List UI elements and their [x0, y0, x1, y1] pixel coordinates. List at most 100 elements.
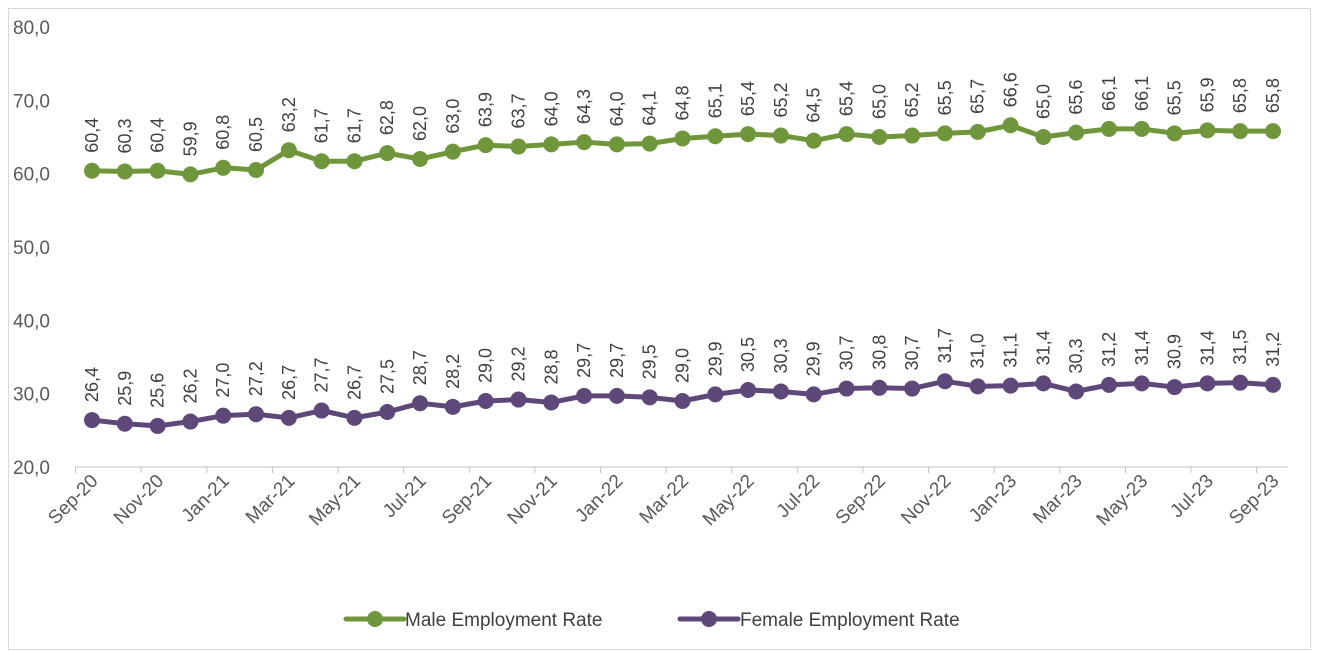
data-label: 30,8 — [869, 335, 889, 370]
x-tick-label: Sep-23 — [1225, 471, 1283, 529]
data-point — [1002, 117, 1019, 134]
data-point — [674, 393, 691, 409]
y-axis: 20,0 30,0 40,0 50,0 60,0 70,0 80,0 — [13, 18, 50, 479]
y-tick-label: 30,0 — [13, 385, 50, 406]
data-point — [772, 127, 789, 144]
data-label: 60,8 — [213, 115, 233, 150]
data-point — [674, 130, 691, 147]
data-label: 62,0 — [410, 106, 430, 141]
data-label: 64,3 — [574, 89, 594, 124]
data-point — [805, 386, 822, 403]
data-label: 30,3 — [771, 338, 791, 373]
data-label: 26,2 — [180, 368, 200, 403]
data-point — [772, 383, 789, 400]
data-label: 29,2 — [508, 346, 528, 381]
data-point — [969, 123, 986, 140]
data-label: 30,7 — [837, 335, 857, 370]
data-label: 65,2 — [771, 82, 791, 117]
data-label: 31,4 — [1033, 330, 1053, 365]
data-label: 65,0 — [1033, 84, 1053, 119]
data-point — [1265, 376, 1281, 393]
data-point — [576, 134, 593, 151]
y-tick-label: 80,0 — [13, 18, 50, 39]
data-label: 64,0 — [607, 91, 627, 126]
data-label: 65,2 — [902, 82, 922, 117]
data-label: 61,7 — [312, 108, 332, 143]
legend-swatch-marker — [367, 611, 383, 627]
x-axis: Sep-20 Nov-20 Jan-21 Mar-21 May-21 Jul-21 Sep-… — [44, 466, 1288, 531]
data-point — [215, 407, 232, 424]
data-label: 60,4 — [82, 118, 102, 153]
data-point — [1199, 375, 1216, 392]
data-point — [838, 126, 855, 143]
data-label: 29,0 — [476, 348, 496, 383]
data-label: 31,1 — [1001, 333, 1021, 368]
data-labels: 60,4 60,3 60,4 59,9 60,8 60,5 63,2 61,7 61,7 62,8… — [82, 72, 1283, 408]
x-tick-label: May-21 — [305, 471, 365, 531]
data-label: 29,7 — [574, 343, 594, 378]
data-label: 29,7 — [607, 343, 627, 378]
data-point — [248, 162, 265, 178]
data-point — [871, 129, 888, 145]
x-tick-label: Jan-22 — [571, 471, 627, 527]
data-point — [740, 126, 757, 143]
data-point — [510, 391, 527, 408]
data-label: 30,3 — [1066, 338, 1086, 373]
data-label: 65,5 — [1165, 80, 1185, 115]
x-tick-label: Nov-20 — [110, 471, 168, 529]
data-label: 28,8 — [541, 349, 561, 384]
data-point — [805, 132, 822, 149]
data-point — [412, 151, 429, 167]
data-point — [1100, 376, 1117, 393]
data-point — [1166, 379, 1183, 396]
data-point — [280, 142, 297, 159]
data-point — [969, 378, 986, 395]
data-point — [84, 162, 100, 179]
data-label: 60,5 — [246, 117, 266, 152]
x-tick-label: Jan-23 — [965, 471, 1021, 527]
data-label: 64,8 — [673, 85, 693, 120]
data-label: 65,7 — [968, 79, 988, 114]
data-point — [412, 395, 429, 412]
data-label: 63,7 — [508, 93, 528, 128]
legend-label: Female Employment Rate — [740, 610, 960, 631]
data-label: 65,8 — [1230, 78, 1250, 113]
data-label: 59,9 — [180, 121, 200, 156]
data-label: 31,7 — [935, 328, 955, 363]
data-point — [543, 394, 560, 411]
x-tick-label: Jan-21 — [178, 471, 234, 527]
data-point — [740, 382, 757, 398]
data-point — [477, 137, 494, 154]
data-label: 31,4 — [1132, 330, 1152, 365]
data-label: 26,7 — [344, 365, 364, 400]
data-label: 60,4 — [148, 118, 168, 153]
data-label: 63,2 — [279, 97, 299, 132]
data-point — [641, 135, 658, 152]
data-point — [838, 380, 855, 397]
data-label: 65,1 — [705, 83, 725, 118]
data-label: 66,6 — [1001, 72, 1021, 107]
data-point — [1002, 377, 1019, 394]
data-point — [510, 138, 527, 155]
data-label: 29,5 — [640, 344, 660, 379]
data-label: 27,0 — [213, 363, 233, 398]
data-label: 65,9 — [1197, 77, 1217, 112]
data-label: 63,0 — [443, 99, 463, 134]
data-point — [313, 402, 330, 419]
data-point — [379, 145, 396, 162]
data-point — [576, 387, 593, 404]
data-point — [1232, 374, 1249, 391]
data-label: 64,1 — [640, 91, 660, 126]
x-tick-label: Sep-21 — [438, 471, 496, 529]
x-tick-label: May-22 — [699, 471, 759, 531]
x-tick-label: Jul-23 — [1166, 471, 1217, 522]
data-label: 65,4 — [738, 81, 758, 116]
data-label: 28,7 — [410, 350, 430, 385]
data-point — [707, 128, 724, 145]
data-point — [936, 125, 953, 142]
x-tick-label: Nov-21 — [504, 471, 562, 529]
data-label: 29,9 — [705, 341, 725, 376]
data-label: 27,7 — [312, 357, 332, 392]
data-label: 26,4 — [82, 367, 102, 402]
data-point — [477, 393, 494, 409]
